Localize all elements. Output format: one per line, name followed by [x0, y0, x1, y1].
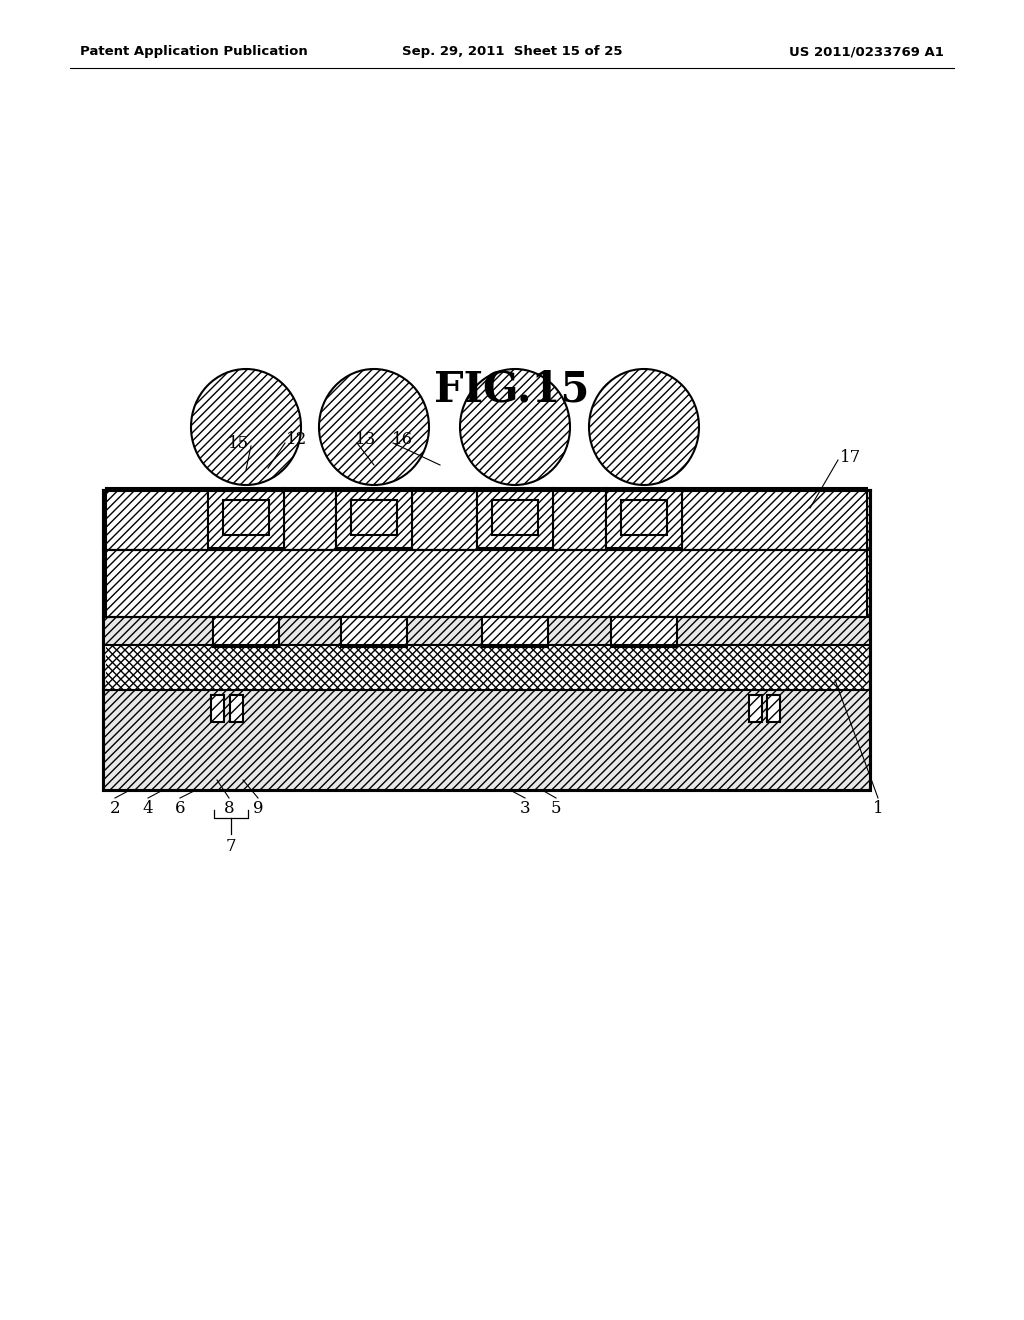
Bar [208, 488, 284, 548]
Bar [477, 488, 553, 548]
Bar [682, 488, 867, 550]
Bar [351, 500, 397, 535]
Bar [213, 616, 279, 647]
Bar [336, 488, 412, 548]
Bar [284, 488, 336, 550]
Bar [106, 488, 208, 550]
Text: 16: 16 [392, 432, 413, 449]
Bar [223, 500, 269, 535]
Bar [611, 616, 677, 647]
Text: FIG.15: FIG.15 [434, 370, 590, 411]
Bar [106, 645, 867, 690]
Bar [749, 696, 762, 722]
Text: 3: 3 [520, 800, 530, 817]
Bar [106, 550, 867, 616]
Bar [482, 616, 548, 647]
Text: Patent Application Publication: Patent Application Publication [80, 45, 308, 58]
Text: 6: 6 [175, 800, 185, 817]
Ellipse shape [589, 370, 699, 484]
Text: 13: 13 [355, 432, 376, 449]
Bar [492, 500, 538, 535]
Bar [103, 490, 870, 789]
Text: 7: 7 [225, 838, 237, 855]
Bar [106, 550, 867, 616]
Text: 5: 5 [551, 800, 561, 817]
Text: 15: 15 [228, 434, 249, 451]
Bar [606, 488, 682, 548]
Bar [621, 500, 667, 535]
Text: 9: 9 [253, 800, 263, 817]
Text: 12: 12 [286, 432, 307, 449]
Bar [230, 696, 243, 722]
Ellipse shape [319, 370, 429, 484]
Bar [211, 696, 224, 722]
Text: 17: 17 [840, 450, 861, 466]
Text: 2: 2 [110, 800, 120, 817]
Bar [767, 696, 780, 722]
Text: 1: 1 [872, 800, 884, 817]
Text: 8: 8 [223, 800, 234, 817]
Ellipse shape [191, 370, 301, 484]
Bar [412, 488, 477, 550]
Bar [553, 488, 606, 550]
Bar [341, 616, 407, 647]
Bar [103, 490, 870, 789]
Text: 4: 4 [142, 800, 154, 817]
Text: Sep. 29, 2011  Sheet 15 of 25: Sep. 29, 2011 Sheet 15 of 25 [401, 45, 623, 58]
Ellipse shape [460, 370, 570, 484]
Bar [106, 645, 867, 690]
Text: US 2011/0233769 A1: US 2011/0233769 A1 [790, 45, 944, 58]
Bar [106, 645, 867, 690]
